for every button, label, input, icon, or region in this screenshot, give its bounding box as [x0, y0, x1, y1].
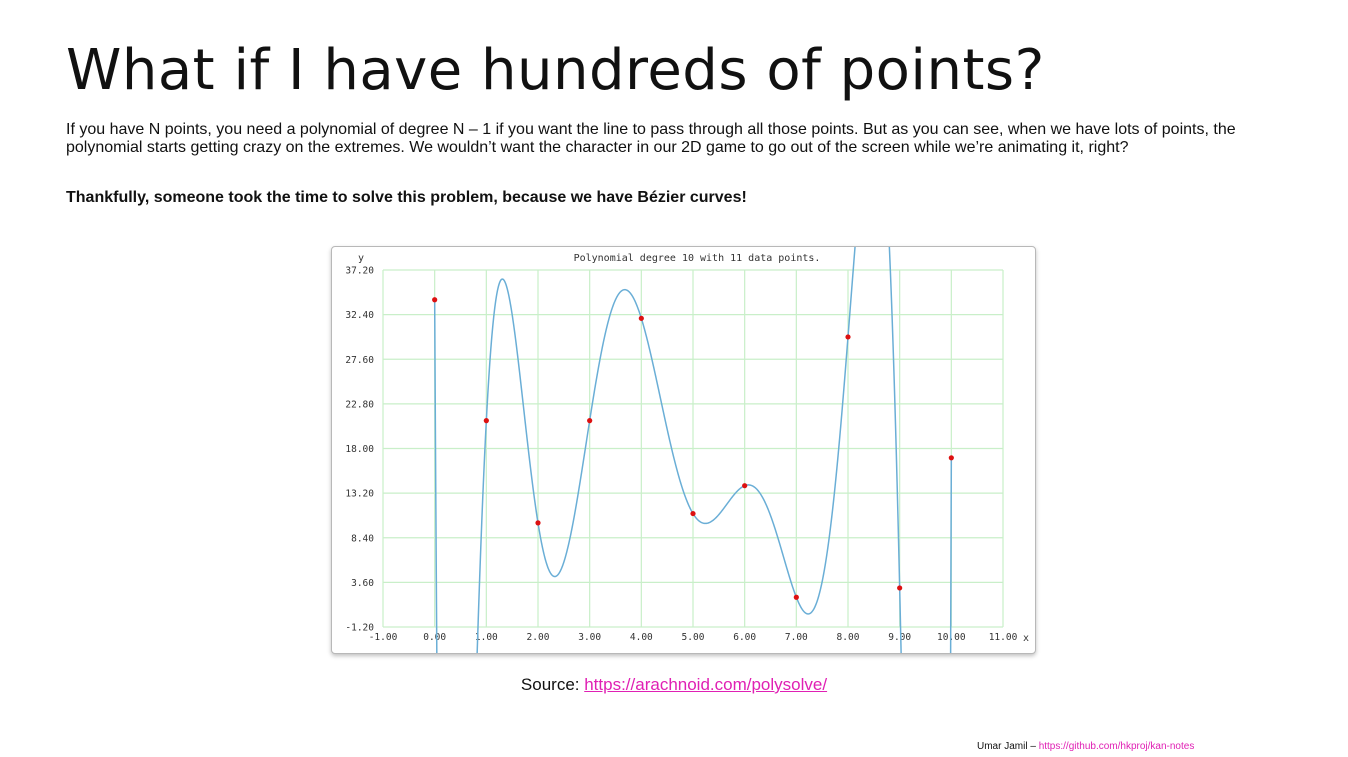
data-point	[432, 297, 438, 303]
data-point	[845, 334, 851, 340]
data-point	[897, 585, 903, 591]
y-tick-label: 27.60	[345, 355, 374, 366]
y-tick-label: 22.80	[345, 399, 374, 410]
intro-paragraph: If you have N points, you need a polynom…	[66, 121, 1236, 156]
data-point	[690, 510, 696, 517]
x-tick-label: 8.00	[837, 632, 860, 643]
y-tick-label: 32.40	[345, 310, 374, 321]
footer-link[interactable]: https://github.com/hkproj/kan-notes	[1038, 741, 1195, 752]
data-point	[948, 455, 954, 461]
data-point	[587, 418, 593, 424]
y-tick-label: 18.00	[345, 444, 374, 455]
x-tick-label: 10.00	[937, 632, 966, 643]
data-point	[483, 418, 489, 424]
x-tick-label: 2.00	[527, 632, 550, 643]
x-tick-label: -1.00	[369, 632, 398, 643]
y-tick-label: 3.60	[351, 578, 374, 589]
chart-title: Polynomial degree 10 with 11 data points…	[574, 253, 821, 264]
slide-title: What if I have hundreds of points?	[66, 38, 1045, 103]
x-tick-label: 7.00	[785, 632, 808, 643]
x-tick-label: 3.00	[578, 632, 601, 643]
x-tick-label: 5.00	[682, 632, 705, 643]
data-point	[638, 315, 644, 321]
x-axis-label: x	[1023, 633, 1029, 644]
y-tick-label: -1.20	[345, 623, 374, 634]
x-tick-label: 11.00	[989, 632, 1018, 643]
footer-author: Umar Jamil –	[977, 741, 1039, 752]
y-axis-label: y	[358, 253, 364, 264]
y-tick-label: 37.20	[345, 266, 374, 277]
source-line: Source: https://arachnoid.com/polysolve/	[0, 675, 1348, 695]
data-point	[535, 520, 541, 526]
tick-layer: -1.00 0.00 1.00 2.00 3.00 4.00 5.00 6.00 7.00 8.0…	[345, 266, 1017, 644]
x-tick-label: 1.00	[475, 632, 498, 643]
x-tick-label: 0.00	[423, 632, 446, 643]
y-tick-label: 8.40	[351, 533, 374, 544]
grid-layer	[382, 269, 1004, 628]
y-tick-label: 13.20	[345, 489, 374, 500]
data-point	[793, 594, 799, 600]
x-tick-label: 4.00	[630, 632, 653, 643]
source-label: Source:	[520, 675, 585, 694]
source-link[interactable]: https://arachnoid.com/polysolve/	[584, 675, 828, 694]
bold-statement: Thankfully, someone took the time to sol…	[66, 189, 747, 206]
x-tick-label: 6.00	[733, 632, 756, 643]
data-points	[432, 297, 954, 600]
x-tick-label: 9.00	[888, 632, 911, 643]
chart-container: Polynomial degree 10 with 11 data points…	[331, 246, 1036, 654]
data-point	[742, 483, 748, 489]
footer: Umar Jamil – https://github.com/hkproj/k…	[977, 741, 1194, 752]
polynomial-chart: Polynomial degree 10 with 11 data points…	[345, 247, 1029, 653]
